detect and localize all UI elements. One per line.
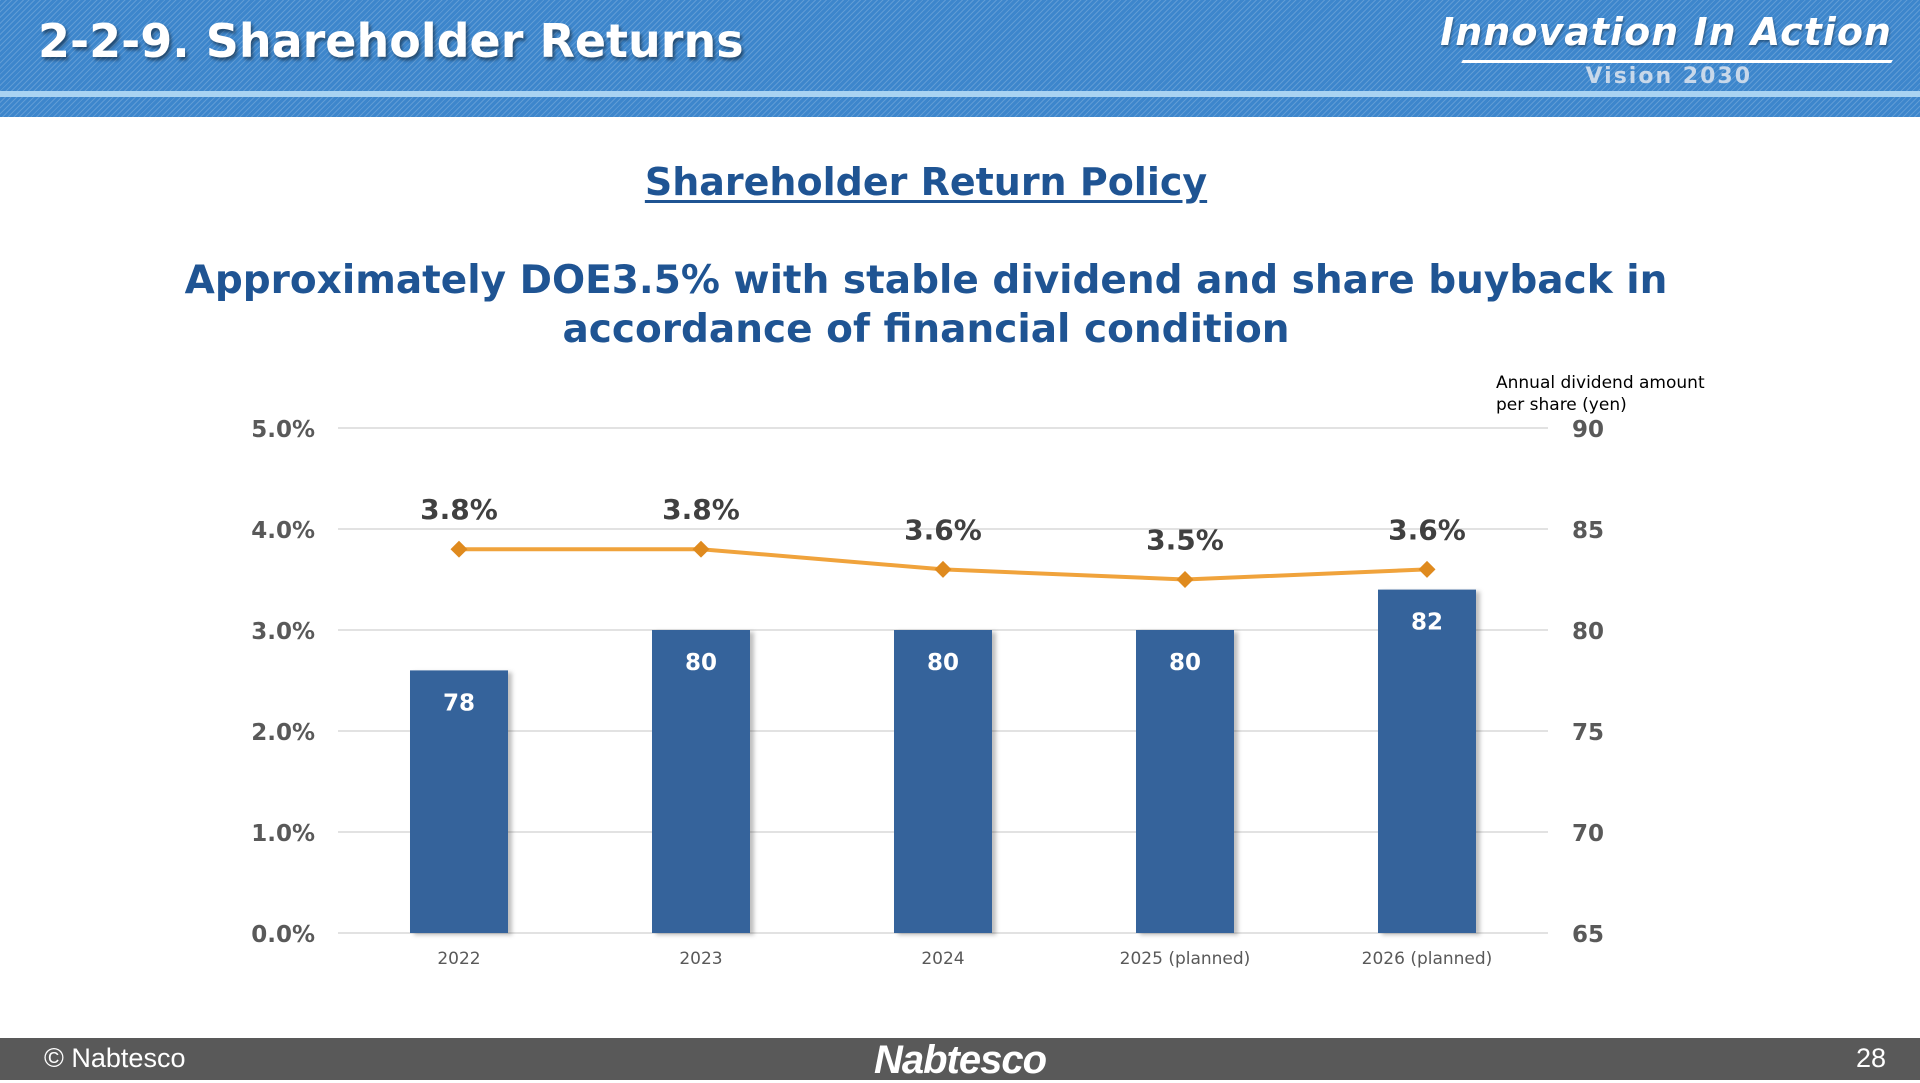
y-left-tick-label: 4.0% bbox=[251, 518, 315, 544]
bar-2026-planned- bbox=[1378, 589, 1476, 933]
brand-logo: Innovation In Action Vision 2030 bbox=[1440, 10, 1893, 89]
bar-2023 bbox=[652, 630, 750, 933]
y-right-tick-label: 80 bbox=[1572, 619, 1604, 645]
bar-2022 bbox=[410, 670, 508, 933]
doe-point-marker bbox=[450, 540, 468, 558]
y-right-axis-title-line1: Annual dividend amount bbox=[1496, 373, 1705, 393]
doe-point-marker bbox=[692, 540, 710, 558]
y-left-tick-label: 0.0% bbox=[251, 922, 315, 948]
bar-2024 bbox=[894, 630, 992, 933]
y-right-axis-title-line2: per share (yen) bbox=[1496, 395, 1627, 415]
company-logo: Nabtesco bbox=[873, 1038, 1047, 1082]
bar-value-label: 78 bbox=[443, 690, 475, 716]
slide-footer: © Nabtesco Nabtesco 28 bbox=[0, 1038, 1920, 1082]
doe-point-marker bbox=[1418, 560, 1436, 578]
bar-value-label: 80 bbox=[927, 650, 959, 676]
bar-value-label: 82 bbox=[1411, 610, 1443, 636]
dividend-chart: 0.0% 65 1.0% 70 2.0% 75 3.0% 80 4.0% 85 5.0% 90 Annu… bbox=[251, 373, 1705, 969]
x-category-label: 2023 bbox=[679, 949, 722, 969]
y-left-tick-label: 1.0% bbox=[251, 821, 315, 847]
y-left-tick-label: 5.0% bbox=[251, 417, 315, 443]
copyright-text: © Nabtesco bbox=[44, 1043, 186, 1073]
x-category-label: 2026 (planned) bbox=[1362, 949, 1493, 969]
y-right-tick-label: 65 bbox=[1572, 922, 1604, 948]
doe-point-marker bbox=[934, 560, 952, 578]
page-number: 28 bbox=[1855, 1043, 1886, 1073]
x-category-label: 2024 bbox=[921, 949, 964, 969]
y-right-tick-label: 90 bbox=[1572, 417, 1604, 443]
y-right-tick-label: 85 bbox=[1572, 518, 1604, 544]
slide-header: 2-2-9. Shareholder Returns Innovation In… bbox=[0, 0, 1920, 117]
bar-value-label: 80 bbox=[685, 650, 717, 676]
policy-title: Shareholder Return Policy bbox=[644, 160, 1208, 204]
doe-value-label: 3.6% bbox=[1388, 513, 1466, 546]
bar-value-label: 80 bbox=[1169, 650, 1201, 676]
doe-value-label: 3.8% bbox=[420, 493, 498, 526]
policy-subtitle: Approximately DOE3.5% with stable divide… bbox=[184, 258, 1668, 352]
y-left-tick-label: 3.0% bbox=[251, 619, 315, 645]
doe-value-label: 3.8% bbox=[662, 493, 740, 526]
doe-point-marker bbox=[1176, 571, 1194, 588]
bar-2025-planned- bbox=[1136, 630, 1234, 933]
y-left-tick-label: 2.0% bbox=[251, 720, 315, 746]
y-right-tick-label: 70 bbox=[1572, 821, 1604, 847]
brand-sub-text: Vision 2030 bbox=[1585, 64, 1752, 89]
x-category-label: 2025 (planned) bbox=[1120, 949, 1251, 969]
brand-main-text: Innovation In Action bbox=[1440, 10, 1892, 54]
x-category-label: 2022 bbox=[437, 949, 480, 969]
header-stripe bbox=[0, 91, 1920, 97]
slide-title: 2-2-9. Shareholder Returns bbox=[38, 14, 744, 68]
doe-value-label: 3.5% bbox=[1146, 524, 1224, 557]
brand-underline bbox=[1461, 60, 1893, 63]
y-right-tick-label: 75 bbox=[1572, 720, 1604, 746]
doe-value-label: 3.6% bbox=[904, 513, 982, 546]
